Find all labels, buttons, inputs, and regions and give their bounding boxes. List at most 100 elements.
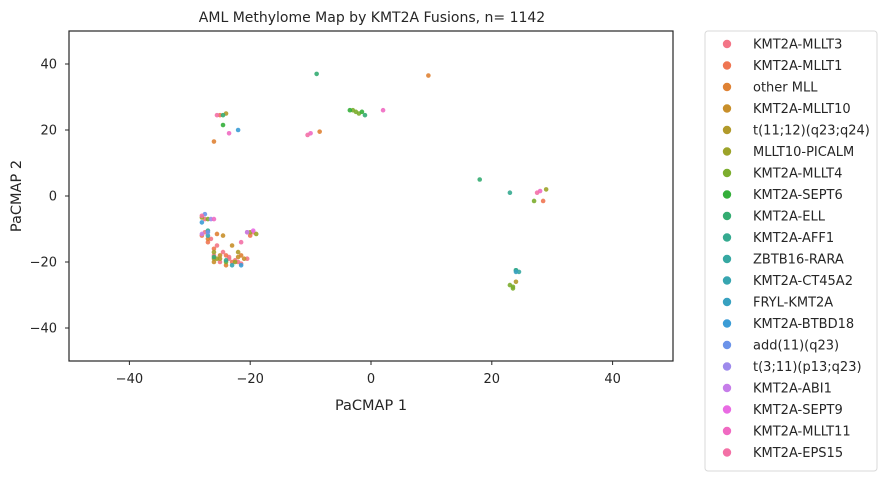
scatter-point bbox=[244, 230, 250, 235]
scatter-point bbox=[226, 131, 232, 136]
legend-marker bbox=[722, 340, 732, 350]
scatter-point bbox=[238, 239, 244, 245]
scatter-point bbox=[513, 269, 519, 275]
scatter-point bbox=[211, 254, 217, 260]
scatter-points bbox=[199, 71, 549, 291]
legend-marker bbox=[722, 426, 732, 436]
scatter-point bbox=[317, 129, 322, 134]
legend-items: KMT2A-MLLT3 KMT2A-MLLT1 other MLL KMT2A-MLL… bbox=[722, 38, 870, 461]
legend-frame bbox=[704, 30, 878, 472]
legend-label: KMT2A-CT45A2 bbox=[753, 274, 853, 289]
legend-marker bbox=[722, 211, 732, 221]
scatter-point bbox=[217, 259, 223, 265]
legend-label: t(3;11)(p13;q23) bbox=[753, 360, 862, 375]
y-tick-label: 20 bbox=[40, 124, 57, 139]
legend-label: other MLL bbox=[753, 81, 818, 96]
legend-marker bbox=[722, 254, 732, 264]
scatter-point bbox=[220, 249, 226, 255]
scatter-point bbox=[531, 198, 537, 204]
legend-label: KMT2A-MLLT4 bbox=[753, 167, 842, 182]
scatter-point bbox=[426, 73, 431, 78]
scatter-point bbox=[543, 187, 549, 192]
scatter-point bbox=[540, 198, 546, 204]
legend-label: KMT2A-MLLT3 bbox=[753, 38, 842, 53]
scatter-point bbox=[380, 107, 386, 113]
legend-label: KMT2A-SEPT6 bbox=[753, 188, 843, 203]
scatter-point bbox=[534, 190, 540, 195]
scatter-point bbox=[205, 239, 211, 245]
y-tick-label: −40 bbox=[30, 322, 57, 337]
y-axis-label: PaCMAP 2 bbox=[9, 160, 25, 232]
legend-marker bbox=[722, 61, 732, 70]
scatter-point bbox=[211, 139, 217, 144]
scatter-point bbox=[214, 112, 220, 118]
legend-marker bbox=[722, 168, 732, 178]
legend-label: KMT2A-MLLT10 bbox=[753, 102, 851, 117]
x-tick-label: −20 bbox=[236, 372, 263, 387]
legend-marker bbox=[722, 125, 732, 135]
y-axis-ticks: −40 −20 0 20 40 bbox=[30, 58, 69, 337]
scatter-point bbox=[220, 112, 226, 118]
legend-marker bbox=[722, 405, 732, 414]
scatter-point bbox=[199, 220, 205, 225]
scatter-point bbox=[235, 249, 241, 255]
legend-marker bbox=[722, 297, 732, 307]
scatter-point bbox=[229, 263, 235, 268]
legend-marker bbox=[722, 233, 732, 242]
scatter-point bbox=[359, 109, 365, 115]
scatter-point bbox=[199, 231, 205, 237]
legend-marker bbox=[722, 39, 732, 49]
legend: KMT2A-MLLT3 KMT2A-MLLT1 other MLL KMT2A-MLL… bbox=[704, 30, 878, 472]
scatter-point bbox=[223, 258, 229, 263]
scatter-point bbox=[235, 127, 241, 133]
scatter-point bbox=[314, 71, 319, 77]
scatter-point bbox=[250, 228, 256, 233]
scatter-point bbox=[241, 256, 247, 262]
x-tick-label: 40 bbox=[604, 372, 621, 387]
legend-label: MLLT10-PICALM bbox=[753, 145, 854, 160]
legend-label: KMT2A-EPS15 bbox=[753, 446, 843, 461]
x-tick-label: 20 bbox=[484, 372, 501, 387]
legend-label: t(11;12)(q23;q24) bbox=[753, 124, 870, 139]
scatter-point bbox=[211, 246, 217, 252]
scatter-point bbox=[510, 286, 516, 291]
scatter-point bbox=[235, 254, 241, 260]
x-tick-label: 0 bbox=[367, 372, 375, 387]
legend-marker bbox=[722, 383, 732, 393]
legend-label: ZBTB16-RARA bbox=[753, 253, 844, 268]
legend-marker bbox=[722, 82, 732, 92]
scatter-point bbox=[211, 259, 217, 265]
scatter-point bbox=[232, 259, 238, 265]
scatter-point bbox=[238, 263, 244, 268]
legend-label: KMT2A-AFF1 bbox=[753, 231, 834, 246]
legend-label: FRYL-KMT2A bbox=[753, 296, 833, 311]
legend-label: KMT2A-SEPT9 bbox=[753, 403, 843, 418]
legend-marker bbox=[722, 276, 732, 285]
scatter-point bbox=[229, 243, 235, 248]
legend-marker bbox=[722, 147, 732, 156]
scatter-point bbox=[477, 177, 483, 182]
x-tick-label: −40 bbox=[116, 372, 143, 387]
legend-marker bbox=[722, 448, 732, 457]
scatter-point bbox=[205, 233, 211, 238]
scatter-point bbox=[347, 107, 353, 113]
scatter-point bbox=[247, 233, 253, 238]
x-axis-label: PaCMAP 1 bbox=[335, 398, 407, 414]
scatter-point bbox=[513, 279, 519, 285]
legend-label: KMT2A-BTBD18 bbox=[753, 317, 854, 332]
y-tick-label: −20 bbox=[30, 256, 57, 271]
legend-label: KMT2A-ELL bbox=[753, 210, 826, 225]
scatter-point bbox=[507, 190, 513, 195]
plot-area bbox=[68, 30, 674, 362]
scatter-point bbox=[305, 132, 310, 138]
legend-marker bbox=[722, 190, 732, 199]
chart-title: AML Methylome Map by KMT2A Fusions, n= 1… bbox=[199, 10, 545, 26]
scatter-point bbox=[223, 253, 229, 258]
scatter-point bbox=[223, 263, 229, 268]
scatter-point bbox=[253, 231, 259, 237]
legend-marker bbox=[722, 319, 732, 328]
legend-label: KMT2A-MLLT11 bbox=[753, 425, 851, 440]
scatter-point bbox=[362, 112, 368, 118]
scatter-point bbox=[507, 282, 513, 288]
